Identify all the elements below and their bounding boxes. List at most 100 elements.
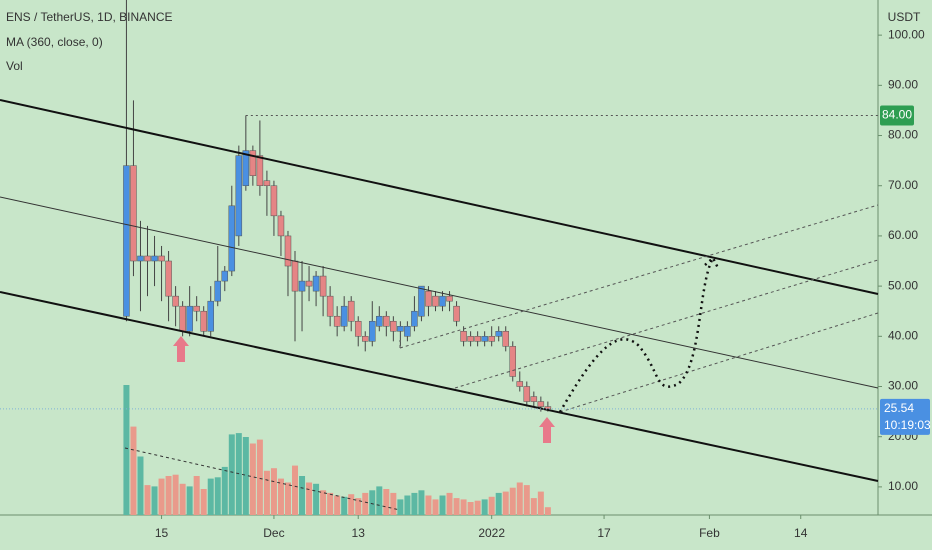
- candle-body: [383, 315, 390, 327]
- arrow-up: [539, 417, 555, 443]
- volume-bar: [453, 498, 460, 515]
- channel-lower: [0, 291, 879, 482]
- candle-body: [130, 165, 137, 262]
- volume-bar: [186, 486, 193, 515]
- candle-body: [467, 336, 474, 342]
- candle-body: [481, 336, 488, 342]
- candle-body: [235, 155, 243, 237]
- volume-bar: [439, 495, 446, 515]
- volume-bar: [221, 466, 228, 515]
- volume-bar: [277, 478, 284, 515]
- x-tick-label: 17: [597, 526, 611, 540]
- volume-bar: [179, 483, 186, 515]
- candle-body: [474, 336, 481, 342]
- candle-body: [523, 386, 531, 402]
- candle-body: [340, 305, 348, 327]
- y-tick-label: 50.00: [888, 278, 918, 292]
- candle-body: [172, 295, 179, 307]
- candle-body: [369, 320, 376, 342]
- y-tick-label: 40.00: [888, 328, 918, 342]
- volume-bar: [404, 495, 411, 515]
- y-tick-label: 70.00: [888, 178, 918, 192]
- candle-body: [530, 396, 538, 402]
- volume-bar: [214, 477, 221, 515]
- volume-bar: [193, 476, 200, 515]
- volume-bar: [228, 434, 235, 515]
- candle-body: [200, 310, 207, 332]
- last-price-box: [880, 398, 930, 435]
- candle-body: [144, 255, 151, 262]
- candle-body: [186, 305, 193, 332]
- candle-body: [425, 290, 432, 307]
- y-tick-label: 60.00: [888, 228, 918, 242]
- parallel-dashed: [454, 259, 879, 389]
- candle-body: [214, 280, 221, 302]
- candle-body: [453, 305, 460, 322]
- volume-bar: [523, 485, 530, 515]
- volume-bar: [320, 490, 327, 515]
- candle-body: [137, 255, 144, 262]
- ma-line: [124, 447, 401, 511]
- volume-bar: [200, 489, 207, 515]
- volume-bar: [376, 486, 383, 515]
- candle-body: [305, 280, 313, 287]
- candle-body: [263, 180, 271, 186]
- candle-body: [270, 185, 278, 217]
- volume-bar: [460, 499, 467, 515]
- candle-body: [361, 336, 369, 342]
- candle-body: [207, 300, 214, 332]
- volume-bar: [284, 482, 291, 515]
- volume-bar: [292, 465, 299, 515]
- y-tick-label: 80.00: [888, 128, 918, 142]
- drawings: [0, 99, 879, 511]
- volume-bar: [362, 492, 369, 515]
- volume-bar: [467, 502, 474, 515]
- candle-body: [256, 155, 264, 186]
- last-price-label: 25.54: [884, 401, 914, 415]
- volume-bar: [151, 486, 158, 515]
- volume-bar: [172, 474, 179, 515]
- candle-body: [319, 275, 327, 297]
- candle-body: [446, 295, 453, 302]
- candle-body: [123, 165, 130, 317]
- candle-body: [298, 280, 306, 292]
- candle-body: [544, 406, 552, 410]
- volume-bar: [446, 492, 453, 515]
- candle-body: [228, 205, 236, 272]
- volume-bar: [481, 499, 488, 515]
- volume-bar: [256, 439, 263, 515]
- volume-bar: [432, 499, 439, 515]
- volume-bar: [270, 468, 277, 515]
- candle-body: [460, 331, 467, 342]
- volume-bar: [425, 495, 432, 515]
- volume-bar: [207, 478, 214, 515]
- candle-body: [354, 320, 362, 337]
- candle-body: [179, 305, 186, 332]
- volume-bar: [144, 485, 151, 515]
- candle-body: [432, 295, 439, 307]
- candle-body: [277, 215, 285, 237]
- volume-bar: [334, 495, 341, 515]
- x-tick-label: 14: [794, 526, 808, 540]
- candle-body: [333, 315, 341, 327]
- volume-bar: [137, 456, 144, 515]
- x-tick-label: 13: [352, 526, 366, 540]
- volume-bar: [341, 496, 348, 515]
- volume-bar: [313, 483, 320, 515]
- y-tick-label: 90.00: [888, 78, 918, 92]
- candle-body: [165, 260, 172, 297]
- volume-bar: [165, 476, 172, 515]
- volume-bar: [509, 487, 516, 515]
- volume-bar: [418, 490, 425, 515]
- volume-bar: [390, 492, 397, 515]
- candle-body: [193, 305, 200, 312]
- volume-bar: [327, 492, 334, 515]
- arrow-up: [173, 336, 189, 362]
- volume-bar: [249, 443, 256, 515]
- volume-bar: [411, 492, 418, 515]
- volume-bar: [516, 482, 523, 515]
- level-label: 84.00: [882, 108, 912, 122]
- candle-body: [347, 300, 355, 322]
- candle-body: [502, 331, 509, 347]
